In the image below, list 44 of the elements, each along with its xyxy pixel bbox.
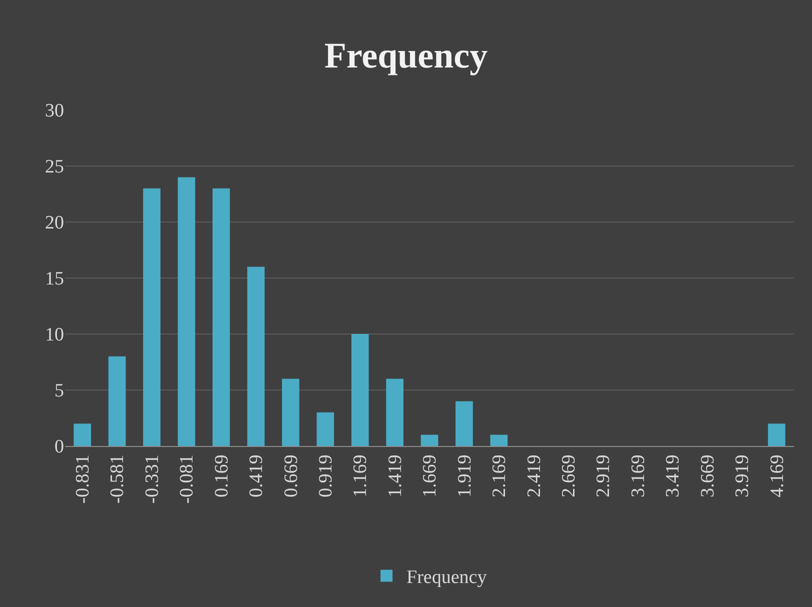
x-tick-label: 0.419 [246, 454, 268, 498]
y-tick-label: 25 [45, 156, 64, 178]
x-tick-label: -0.581 [107, 454, 128, 504]
x-tick-label: 1.419 [384, 454, 406, 498]
bar [386, 378, 404, 446]
x-tick-label: 0.669 [280, 454, 302, 498]
bar [247, 266, 265, 446]
bar [108, 356, 126, 446]
x-tick-label: 3.169 [628, 454, 649, 498]
bar [456, 401, 473, 446]
bar [768, 424, 786, 446]
bar [143, 188, 160, 446]
chart-title: Frequency [324, 36, 488, 76]
bar [74, 424, 92, 446]
x-tick-label: -0.081 [176, 454, 198, 504]
x-tick-label: 0.169 [211, 454, 232, 498]
bar [316, 412, 334, 446]
x-tick-label: 0.919 [316, 454, 337, 498]
x-tick-label: 3.669 [697, 454, 718, 498]
x-tick-label: 4.169 [766, 454, 788, 498]
x-tick-label: 1.669 [420, 454, 441, 498]
x-tick-label: 1.919 [454, 454, 476, 498]
x-tick-label: 2.669 [558, 454, 580, 498]
bar [282, 378, 300, 446]
x-tick-label: 3.919 [732, 454, 754, 498]
x-tick-label: 2.919 [593, 454, 614, 498]
x-tick-label: -0.331 [142, 454, 163, 504]
y-tick-label: 30 [45, 100, 64, 122]
x-tick-label: 2.419 [524, 454, 545, 498]
bar [178, 177, 196, 446]
y-tick-label: 5 [54, 380, 64, 402]
y-tick-label: 20 [45, 212, 64, 234]
legend-label: Frequency [406, 567, 488, 588]
y-tick-label: 10 [45, 324, 64, 346]
bar [351, 334, 369, 446]
y-tick-label: 15 [45, 268, 64, 290]
x-tick-label: 3.419 [662, 454, 684, 498]
x-tick-label: 1.169 [350, 454, 372, 498]
x-tick-label: -0.831 [72, 454, 94, 504]
bar [420, 434, 438, 446]
x-tick-label: 2.169 [489, 454, 510, 498]
bar [212, 188, 230, 446]
y-tick-label: 0 [54, 436, 64, 458]
bar [490, 434, 508, 446]
